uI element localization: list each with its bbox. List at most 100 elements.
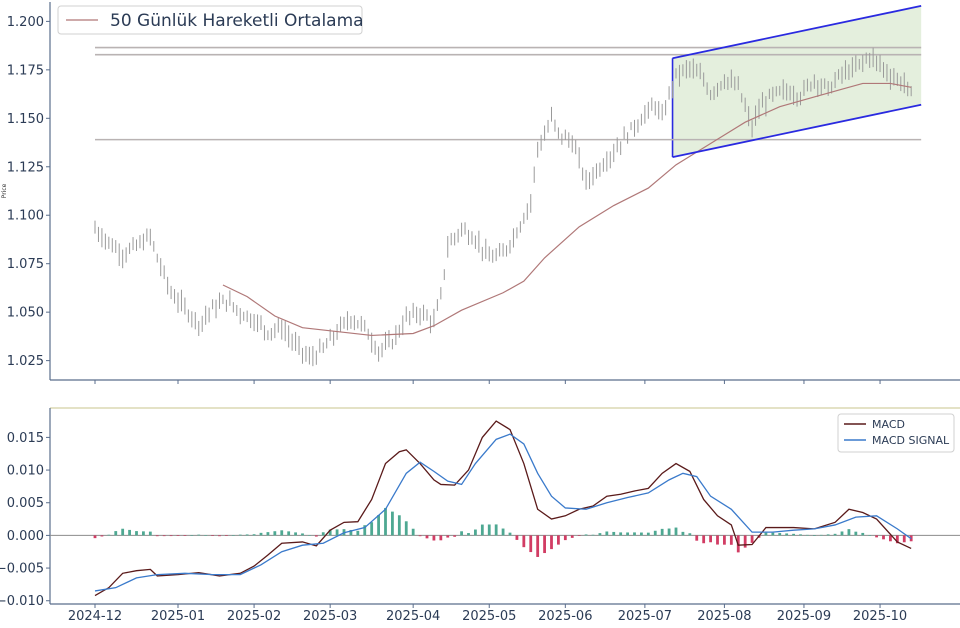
- macd-histogram-bar: [840, 531, 844, 536]
- macd-histogram-bar: [633, 532, 636, 536]
- macd-legend: MACD MACD SIGNAL: [837, 413, 955, 453]
- macd-histogram-bar: [432, 535, 436, 541]
- macd-histogram-bar: [598, 533, 602, 536]
- macd-histogram-bar: [550, 535, 553, 550]
- macd-line: [94, 420, 912, 597]
- macd-histogram-bar: [646, 532, 650, 536]
- macd-histogram-bar: [681, 531, 685, 536]
- macd-histogram-bar: [591, 534, 595, 536]
- macd-x-tick-label: 2025-08: [697, 609, 751, 624]
- macd-histogram-bar: [211, 535, 214, 536]
- macd-histogram-bar: [723, 535, 726, 545]
- macd-histogram-bar: [397, 515, 401, 536]
- macd-signal-legend-label: MACD SIGNAL: [872, 434, 950, 447]
- macd-histogram-bar: [474, 529, 477, 536]
- macd-histogram-bar: [197, 534, 201, 536]
- macd-histogram-bar: [771, 532, 775, 536]
- macd-histogram-bar: [363, 525, 367, 536]
- macd-histogram-bar: [328, 529, 332, 536]
- macd-histogram-bar: [301, 533, 304, 536]
- macd-histogram-bar: [245, 534, 249, 536]
- macd-histogram-bar: [902, 535, 906, 543]
- macd-histogram-bar: [183, 535, 187, 536]
- macd-histogram-bar: [218, 535, 221, 537]
- macd-histogram-bar: [847, 529, 851, 536]
- macd-histogram-bar: [487, 524, 491, 536]
- price-y-axis-title: Price: [1, 183, 8, 198]
- macd-histogram-bar: [142, 531, 145, 536]
- macd-histogram-bar: [107, 534, 111, 536]
- macd-histogram-bar: [501, 528, 505, 536]
- macd-legend-label: MACD: [872, 418, 905, 431]
- price-y-tick-label: 1.100: [7, 209, 44, 224]
- macd-histogram-bar: [294, 532, 297, 536]
- macd-histogram-bar: [799, 534, 802, 536]
- macd-y-tick-label: −0.010: [0, 594, 44, 609]
- macd-histogram-bar: [660, 528, 664, 536]
- macd-histogram-bar: [335, 529, 339, 536]
- macd-histogram-bar: [667, 528, 671, 536]
- macd-histogram-bar: [626, 532, 629, 536]
- macd-histogram-bar: [695, 535, 699, 541]
- macd-y-tick-label: −0.005: [0, 562, 44, 577]
- macd-histogram-bar: [792, 533, 795, 536]
- macd-histogram-bar: [321, 532, 325, 536]
- macd-histogram-bar: [557, 535, 560, 545]
- macd-panel: −0.010 −0.005 0.000 0.005 0.010 0.015 2024-12 2…: [0, 407, 960, 624]
- macd-x-tick-label: 2025-10: [853, 609, 907, 624]
- macd-y-tick-label: 0.015: [7, 431, 44, 446]
- macd-histogram-bar: [453, 535, 457, 537]
- macd-histogram-bar: [114, 531, 118, 536]
- macd-x-tick-label: 2025-01: [151, 609, 205, 624]
- macd-histogram-bar: [446, 535, 450, 538]
- macd-x-tick-label: 2024-12: [68, 609, 122, 624]
- macd-histogram-bar: [584, 534, 588, 536]
- macd-histogram-bar: [349, 529, 353, 536]
- macd-histogram-bar: [653, 530, 657, 536]
- macd-histogram-bar: [716, 535, 719, 545]
- macd-histogram-bar: [619, 532, 623, 536]
- macd-histogram: [93, 507, 913, 557]
- macd-histogram-bar: [252, 534, 256, 536]
- price-legend-label: 50 Günlük Hareketli Ortalama: [110, 11, 364, 31]
- macd-x-tick-label: 2025-05: [462, 609, 516, 624]
- price-y-tick-label: 1.150: [7, 112, 44, 127]
- macd-histogram-bar: [460, 531, 463, 536]
- macd-legend-box: [837, 413, 955, 453]
- macd-signal-line: [94, 433, 912, 592]
- macd-histogram-bar: [439, 535, 443, 541]
- price-y-tick-label: 1.075: [7, 257, 44, 272]
- price-y-tick-label: 1.200: [7, 15, 44, 30]
- macd-x-tick-label: 2025-02: [227, 609, 281, 624]
- macd-histogram-bar: [287, 531, 291, 536]
- macd-histogram-bar: [480, 524, 484, 536]
- macd-histogram-bar: [356, 530, 360, 536]
- macd-histogram-bar: [418, 535, 422, 537]
- macd-histogram-bar: [778, 533, 782, 536]
- macd-histogram-bar: [467, 533, 470, 536]
- macd-histogram-bar: [259, 532, 263, 536]
- macd-histogram-bar: [868, 535, 872, 536]
- macd-histogram-bar: [702, 535, 706, 544]
- macd-histogram-bar: [577, 535, 581, 536]
- macd-histogram-bar: [190, 535, 194, 536]
- macd-histogram-bar: [169, 535, 173, 537]
- macd-histogram-bar: [515, 535, 519, 540]
- macd-histogram-bar: [384, 507, 387, 536]
- macd-histogram-bar: [826, 534, 830, 536]
- macd-x-tick-label: 2025-04: [386, 609, 440, 624]
- macd-histogram-bar: [812, 535, 816, 536]
- macd-histogram-bar: [522, 535, 526, 548]
- macd-histogram-bar: [508, 532, 512, 536]
- macd-histogram-bar: [674, 527, 678, 536]
- macd-histogram-bar: [238, 534, 242, 536]
- channel-fill: [672, 5, 922, 158]
- macd-histogram-bar: [854, 531, 858, 536]
- macd-histogram-bar: [750, 535, 754, 543]
- macd-histogram-bar: [231, 535, 235, 536]
- macd-histogram-bar: [895, 535, 899, 544]
- macd-histogram-bar: [494, 524, 498, 536]
- macd-histogram-bar: [176, 535, 180, 536]
- macd-y-tick-label: 0.010: [7, 464, 44, 479]
